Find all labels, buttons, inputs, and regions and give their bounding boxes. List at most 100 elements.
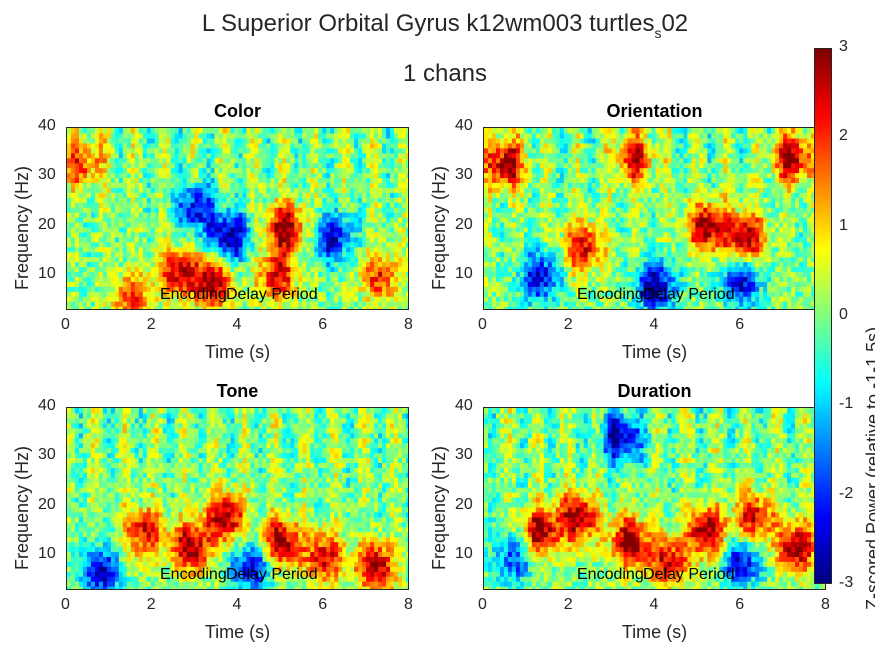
heatmap-cell xyxy=(394,276,399,282)
heatmap-cell xyxy=(202,187,208,193)
heatmap-cell xyxy=(627,281,633,287)
y-tick-label: 30 xyxy=(38,166,56,184)
heatmap-cell xyxy=(198,281,204,287)
heatmap-cell xyxy=(370,306,375,309)
heatmap-cell xyxy=(114,217,120,223)
heatmap-cell xyxy=(270,251,275,258)
heatmap-cell xyxy=(198,172,204,179)
heatmap-cell xyxy=(262,291,268,297)
heatmap-cell xyxy=(326,231,331,238)
heatmap-cell xyxy=(162,128,168,134)
heatmap-cell xyxy=(134,301,140,307)
heatmap-cell xyxy=(166,286,172,292)
heatmap-cell xyxy=(342,192,347,198)
heatmap-cell xyxy=(575,281,581,287)
heatmap-cell xyxy=(484,182,489,188)
heatmap-cell xyxy=(595,172,601,179)
heatmap-cell xyxy=(222,251,228,258)
heatmap-cell xyxy=(655,241,661,248)
heatmap-cell xyxy=(394,172,399,179)
heatmap-cell xyxy=(174,212,180,218)
heatmap-cell xyxy=(258,212,264,218)
heatmap-cell xyxy=(547,276,553,282)
heatmap-cell xyxy=(102,172,108,179)
heatmap-cell xyxy=(354,276,359,282)
heatmap-cell xyxy=(354,182,359,188)
heatmap-cell xyxy=(515,296,521,302)
heatmap-cell xyxy=(583,251,589,258)
heatmap-cell xyxy=(258,276,264,282)
heatmap-cell xyxy=(487,187,493,193)
heatmap-cell xyxy=(266,221,272,228)
heatmap-cell xyxy=(539,217,545,223)
heatmap-cell xyxy=(484,162,489,169)
heatmap-cell xyxy=(254,296,260,302)
heatmap-cell xyxy=(551,157,557,164)
heatmap-cell xyxy=(358,177,363,184)
heatmap-cell xyxy=(78,241,84,248)
heatmap-cell xyxy=(358,217,363,223)
heatmap-cell xyxy=(270,162,275,169)
heatmap-cell xyxy=(218,296,224,302)
heatmap-cell xyxy=(583,202,589,208)
heatmap-cell xyxy=(218,246,224,253)
heatmap-cell xyxy=(567,167,573,174)
heatmap-cell xyxy=(334,286,339,292)
heatmap-cell xyxy=(122,261,128,268)
heatmap-cell xyxy=(631,236,637,243)
heatmap-cell xyxy=(390,197,395,203)
heatmap-cell xyxy=(619,236,625,243)
heatmap-cell xyxy=(194,212,200,218)
heatmap-cell xyxy=(302,172,307,179)
heatmap-cell xyxy=(138,286,144,292)
heatmap-cell xyxy=(535,132,541,139)
heatmap-cell xyxy=(146,142,152,149)
heatmap-cell xyxy=(495,162,501,169)
heatmap-cell xyxy=(202,162,208,169)
heatmap-cell xyxy=(190,261,196,268)
heatmap-cell xyxy=(394,137,399,144)
heatmap-cell xyxy=(234,152,240,159)
heatmap-cell xyxy=(607,231,613,238)
heatmap-cell xyxy=(615,256,621,263)
heatmap-cell xyxy=(651,221,657,228)
heatmap-cell xyxy=(122,162,128,169)
heatmap-cell xyxy=(623,241,629,248)
heatmap-cell xyxy=(230,132,236,139)
heatmap-cell xyxy=(150,207,156,213)
heatmap-cell xyxy=(67,306,72,309)
heatmap-cell xyxy=(126,182,132,188)
heatmap-cell xyxy=(162,207,168,213)
heatmap-cell xyxy=(314,207,319,213)
heatmap-cell xyxy=(519,226,525,233)
heatmap-cell xyxy=(603,172,609,179)
heatmap-cell xyxy=(551,266,557,273)
heatmap-cell xyxy=(374,202,379,208)
heatmap-cell xyxy=(663,207,669,213)
heatmap-cell xyxy=(643,157,649,164)
heatmap-cell xyxy=(615,197,621,203)
heatmap-cell xyxy=(306,271,311,277)
heatmap-cell xyxy=(78,276,84,282)
heatmap-cell xyxy=(619,207,625,213)
heatmap-cell xyxy=(362,212,367,218)
heatmap-cell xyxy=(559,142,565,149)
heatmap-cell xyxy=(334,226,339,233)
heatmap-cell xyxy=(110,212,116,218)
heatmap-cell xyxy=(110,306,116,309)
heatmap-cell xyxy=(346,207,351,213)
heatmap-cell xyxy=(74,276,80,282)
heatmap-cell xyxy=(402,241,407,248)
heatmap-cell xyxy=(230,207,236,213)
heatmap-cell xyxy=(74,306,80,309)
heatmap-cell xyxy=(202,167,208,174)
heatmap-cell xyxy=(631,152,637,159)
heatmap-cell xyxy=(302,162,307,169)
heatmap-cell xyxy=(382,251,387,258)
heatmap-cell xyxy=(587,192,593,198)
heatmap-cell xyxy=(487,276,493,282)
heatmap-cell xyxy=(174,291,180,297)
heatmap-cell xyxy=(611,162,617,169)
heatmap-cell xyxy=(366,202,371,208)
heatmap-cell xyxy=(314,306,319,309)
